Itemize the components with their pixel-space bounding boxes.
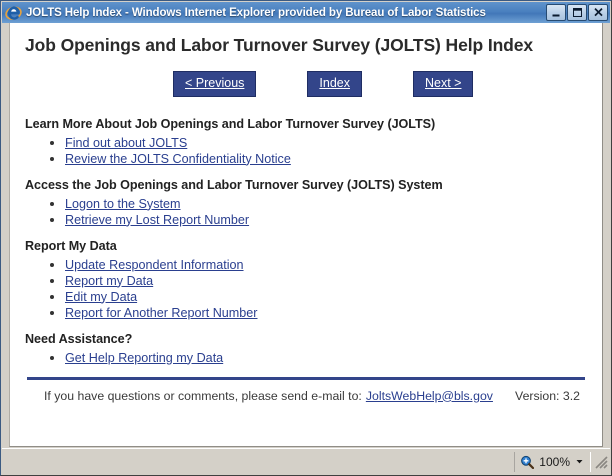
link-edit-my-data[interactable]: Edit my Data — [65, 289, 138, 304]
footer-email-link[interactable]: JoltsWebHelp@bls.gov — [365, 388, 493, 403]
section-learn-more: Learn More About Job Openings and Labor … — [25, 117, 590, 167]
section-heading: Need Assistance? — [25, 331, 133, 346]
maximize-button[interactable] — [567, 4, 587, 21]
page-title: Job Openings and Labor Turnover Survey (… — [25, 35, 534, 55]
section-heading: Access the Job Openings and Labor Turnov… — [25, 177, 443, 192]
list-item: Report my Data — [65, 273, 590, 289]
page-frame: Job Openings and Labor Turnover Survey (… — [9, 23, 603, 447]
maximize-icon — [572, 8, 582, 17]
zoom-control[interactable]: 100% — [514, 451, 591, 472]
close-button[interactable] — [588, 4, 608, 21]
list-item: Retrieve my Lost Report Number — [65, 212, 590, 228]
list-item: Edit my Data — [65, 289, 590, 305]
footer-divider — [27, 376, 585, 380]
section-heading: Learn More About Job Openings and Labor … — [25, 116, 436, 131]
link-find-out-about-jolts[interactable]: Find out about JOLTS — [65, 135, 188, 150]
footer: If you have questions or comments, pleas… — [22, 389, 590, 403]
document-body: Job Openings and Labor Turnover Survey (… — [10, 23, 602, 446]
footer-text: If you have questions or comments, pleas… — [44, 388, 362, 403]
minimize-icon — [552, 14, 560, 16]
help-sections: Learn More About Job Openings and Labor … — [22, 117, 590, 366]
status-message-area — [2, 449, 514, 474]
link-logon-to-the-system[interactable]: Logon to the System — [65, 196, 181, 211]
previous-button[interactable]: < Previous — [173, 71, 257, 97]
magnifier-zoom-icon — [521, 455, 535, 469]
list-item: Find out about JOLTS — [65, 135, 590, 151]
index-button[interactable]: Index — [307, 71, 362, 97]
minimize-button[interactable] — [546, 4, 566, 21]
navigation-button-bar: < Previous Index Next > — [22, 71, 590, 97]
client-area: Job Openings and Labor Turnover Survey (… — [2, 23, 610, 475]
list-item: Update Respondent Information — [65, 257, 590, 273]
list-item: Report for Another Report Number — [65, 305, 590, 321]
next-button[interactable]: Next > — [413, 71, 474, 97]
list-item: Review the JOLTS Confidentiality Notice — [65, 151, 590, 167]
link-report-my-data[interactable]: Report my Data — [65, 273, 154, 288]
close-icon — [593, 7, 603, 17]
link-list: Update Respondent Information Report my … — [25, 257, 590, 321]
section-need-assistance: Need Assistance? Get Help Reporting my D… — [25, 332, 590, 366]
list-item: Get Help Reporting my Data — [65, 350, 590, 366]
link-report-for-another-report-number[interactable]: Report for Another Report Number — [65, 305, 258, 320]
title-bar[interactable]: JOLTS Help Index - Windows Internet Expl… — [2, 2, 610, 23]
section-report-my-data: Report My Data Update Respondent Informa… — [25, 239, 590, 321]
status-bar: 100% — [2, 448, 610, 474]
zoom-level-label: 100% — [539, 454, 570, 469]
link-list: Logon to the System Retrieve my Lost Rep… — [25, 196, 590, 228]
window-title: JOLTS Help Index - Windows Internet Expl… — [26, 6, 486, 19]
link-get-help-reporting-my-data[interactable]: Get Help Reporting my Data — [65, 350, 224, 365]
list-item: Logon to the System — [65, 196, 590, 212]
link-retrieve-lost-report-number[interactable]: Retrieve my Lost Report Number — [65, 212, 250, 227]
section-heading: Report My Data — [25, 238, 117, 253]
section-access-system: Access the Job Openings and Labor Turnov… — [25, 178, 590, 228]
chevron-down-icon — [576, 460, 583, 464]
link-list: Find out about JOLTS Review the JOLTS Co… — [25, 135, 590, 167]
link-update-respondent-information[interactable]: Update Respondent Information — [65, 257, 244, 272]
version-label: Version: 3.2 — [515, 388, 580, 403]
resize-grip-icon[interactable] — [593, 453, 609, 471]
link-list: Get Help Reporting my Data — [25, 350, 590, 366]
internet-explorer-logo-icon — [5, 4, 22, 21]
link-confidentiality-notice[interactable]: Review the JOLTS Confidentiality Notice — [65, 151, 291, 166]
